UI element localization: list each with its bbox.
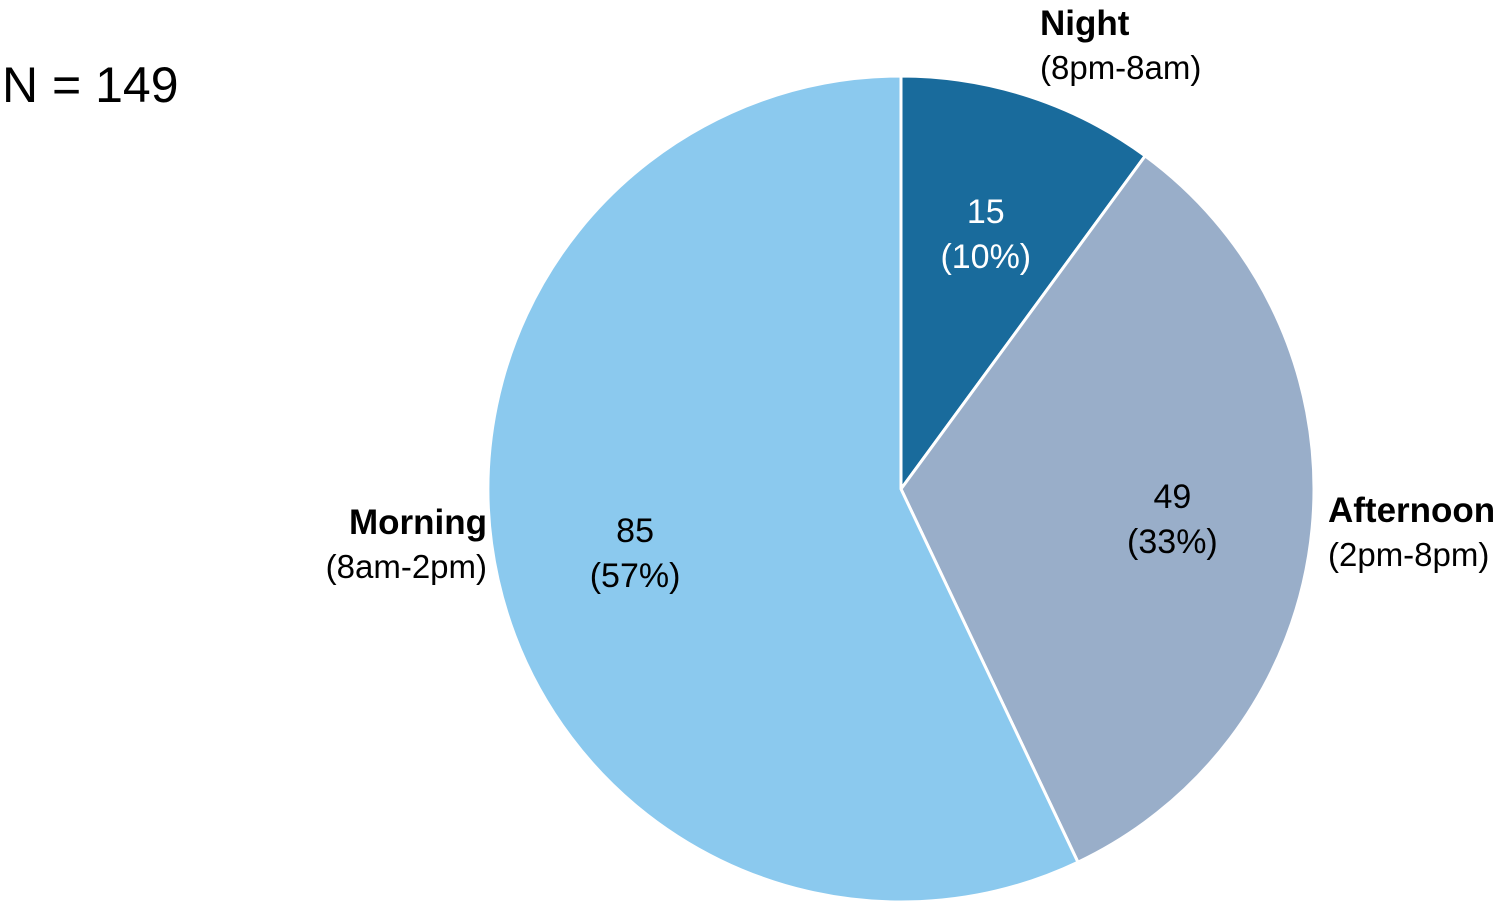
pie-slice-morning [486,74,1080,904]
pie-slice-afternoon [899,154,1316,864]
pie-slices [486,74,1316,904]
category-sublabel-morning: (8am-2pm) [326,548,487,585]
category-label-morning: Morning [349,503,487,542]
slice-percent-afternoon: (33%) [1127,523,1218,561]
category-label-night: Night [1040,4,1130,43]
category-label-afternoon: Afternoon [1328,491,1495,530]
category-sublabel-night: (8pm-8am) [1040,49,1201,86]
slice-value-morning: 85 [616,512,654,550]
pie-slice-night [899,74,1147,491]
slice-value-afternoon: 49 [1153,478,1191,516]
sample-size-label: N = 149 [2,57,179,113]
slice-percent-morning: (57%) [590,557,681,595]
category-sublabel-afternoon: (2pm-8pm) [1328,536,1489,573]
pie-labels: 15 (10%) Night (8pm-8am) 49 (33%) Afternoon (2p… [326,4,1495,595]
slice-value-night: 15 [967,193,1005,231]
slice-percent-night: (10%) [940,238,1031,276]
